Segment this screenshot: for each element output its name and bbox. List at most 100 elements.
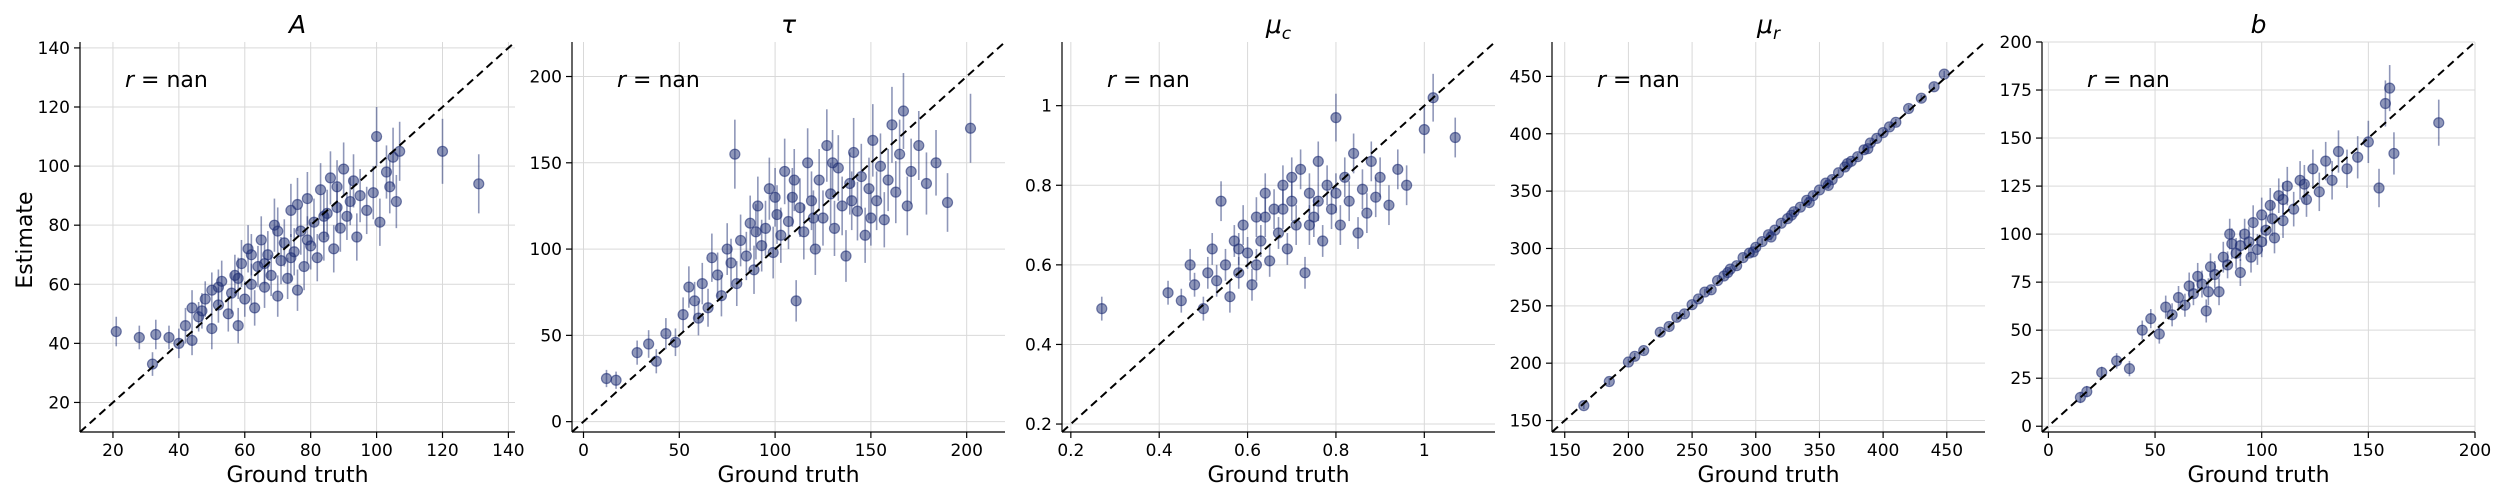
data-point bbox=[354, 190, 366, 202]
correlation-annotation: r = nan bbox=[2087, 68, 2170, 93]
data-point bbox=[782, 215, 795, 228]
data-point bbox=[235, 257, 248, 270]
data-point bbox=[798, 226, 810, 238]
data-point bbox=[941, 196, 954, 209]
data-point bbox=[2433, 117, 2445, 129]
data-point bbox=[1862, 143, 1874, 155]
data-point bbox=[2388, 147, 2400, 160]
x-tick-label: 50 bbox=[668, 441, 690, 461]
data-point bbox=[2160, 301, 2172, 313]
x-axis-label: Ground truth bbox=[1697, 463, 1839, 488]
y-tick-label: 80 bbox=[48, 216, 70, 236]
data-point bbox=[790, 295, 802, 307]
data-point bbox=[1277, 203, 1289, 215]
data-point bbox=[1654, 326, 1666, 338]
y-tick-label: 300 bbox=[1510, 239, 1542, 259]
chart-panel-0: 20 40 60 80 100 120 140 20 40 60 80 100 120 140 Ground… bbox=[38, 10, 525, 488]
data-point bbox=[2256, 236, 2268, 248]
chart-panel-4: 0 50 100 150 200 0 25 50 75 100 125 150 175 200 Ground… bbox=[2000, 10, 2492, 488]
data-point bbox=[301, 234, 313, 246]
chart-title: μr bbox=[1756, 10, 1781, 44]
data-point bbox=[1211, 275, 1223, 287]
data-point bbox=[222, 308, 234, 320]
y-tick-label: 150 bbox=[1510, 412, 1542, 432]
data-point bbox=[324, 172, 337, 184]
data-point bbox=[1803, 196, 1815, 209]
x-tick-label: 250 bbox=[1676, 441, 1708, 461]
data-point bbox=[245, 249, 257, 261]
y-tick-label: 175 bbox=[2000, 81, 2032, 101]
data-point bbox=[338, 163, 350, 175]
data-point bbox=[859, 229, 871, 241]
data-point bbox=[1175, 295, 1187, 307]
data-point bbox=[285, 252, 297, 264]
data-point bbox=[163, 331, 175, 344]
data-point bbox=[1312, 155, 1324, 167]
data-point bbox=[1325, 203, 1338, 215]
data-point bbox=[2234, 240, 2246, 252]
data-point bbox=[721, 243, 733, 255]
y-tick-label: 200 bbox=[1510, 354, 1542, 374]
data-point bbox=[786, 191, 798, 203]
data-point bbox=[272, 290, 284, 302]
data-point bbox=[2277, 215, 2289, 227]
data-point bbox=[1334, 219, 1346, 231]
x-tick-label: 200 bbox=[2459, 441, 2491, 461]
data-point bbox=[901, 200, 913, 212]
y-tick-label: 0.2 bbox=[1025, 415, 1052, 435]
identity-line bbox=[1061, 41, 1496, 433]
identity-line bbox=[1551, 41, 1986, 433]
data-point bbox=[725, 257, 737, 269]
data-point bbox=[212, 281, 225, 293]
chart-panel-3: 150 200 250 300 350 400 450 150 200 250 300 350 400 4… bbox=[1510, 10, 1986, 488]
x-tick-label: 60 bbox=[234, 441, 256, 461]
data-point bbox=[631, 347, 643, 359]
data-point bbox=[775, 229, 787, 241]
y-tick-label: 75 bbox=[2010, 273, 2032, 293]
data-point bbox=[748, 264, 760, 276]
identity-line bbox=[2041, 41, 2476, 433]
data-point bbox=[779, 165, 791, 178]
x-axis-label: Ground truth bbox=[226, 463, 368, 488]
data-point bbox=[2200, 305, 2212, 317]
data-point bbox=[436, 145, 449, 157]
x-axis-label: Ground truth bbox=[1207, 463, 1349, 488]
data-point bbox=[1361, 207, 1373, 219]
data-point bbox=[282, 272, 294, 284]
x-tick-label: 0 bbox=[2043, 441, 2054, 461]
data-point bbox=[1255, 235, 1267, 247]
data-point bbox=[1259, 187, 1271, 199]
x-tick-label: 80 bbox=[300, 441, 322, 461]
x-tick-label: 350 bbox=[1803, 441, 1835, 461]
data-point bbox=[2341, 163, 2353, 175]
y-tick-label: 450 bbox=[1510, 67, 1542, 87]
data-point bbox=[1294, 163, 1307, 175]
data-point bbox=[2187, 288, 2200, 300]
data-point bbox=[150, 328, 162, 341]
data-point bbox=[186, 334, 198, 347]
data-point bbox=[740, 250, 752, 262]
data-point bbox=[2313, 186, 2325, 198]
data-point bbox=[265, 269, 277, 282]
data-point bbox=[110, 325, 122, 338]
data-point bbox=[1348, 147, 1360, 160]
data-point bbox=[913, 139, 925, 152]
x-tick-label: 120 bbox=[426, 441, 458, 461]
data-point bbox=[1678, 308, 1691, 320]
data-point bbox=[2379, 97, 2392, 110]
y-tick-label: 25 bbox=[2010, 369, 2032, 389]
data-point bbox=[2136, 324, 2148, 336]
data-point bbox=[1286, 171, 1298, 183]
x-tick-label: 50 bbox=[2144, 441, 2166, 461]
data-point bbox=[186, 302, 198, 314]
x-tick-label: 0.8 bbox=[1322, 441, 1349, 461]
data-point bbox=[729, 148, 741, 160]
data-point bbox=[1938, 68, 1950, 80]
data-point bbox=[239, 293, 251, 305]
data-point bbox=[660, 328, 672, 340]
data-point bbox=[258, 281, 271, 293]
data-point bbox=[1162, 287, 1174, 299]
data-point bbox=[1365, 155, 1377, 167]
y-axis-label: Estimate bbox=[13, 191, 38, 288]
data-point bbox=[844, 177, 856, 190]
